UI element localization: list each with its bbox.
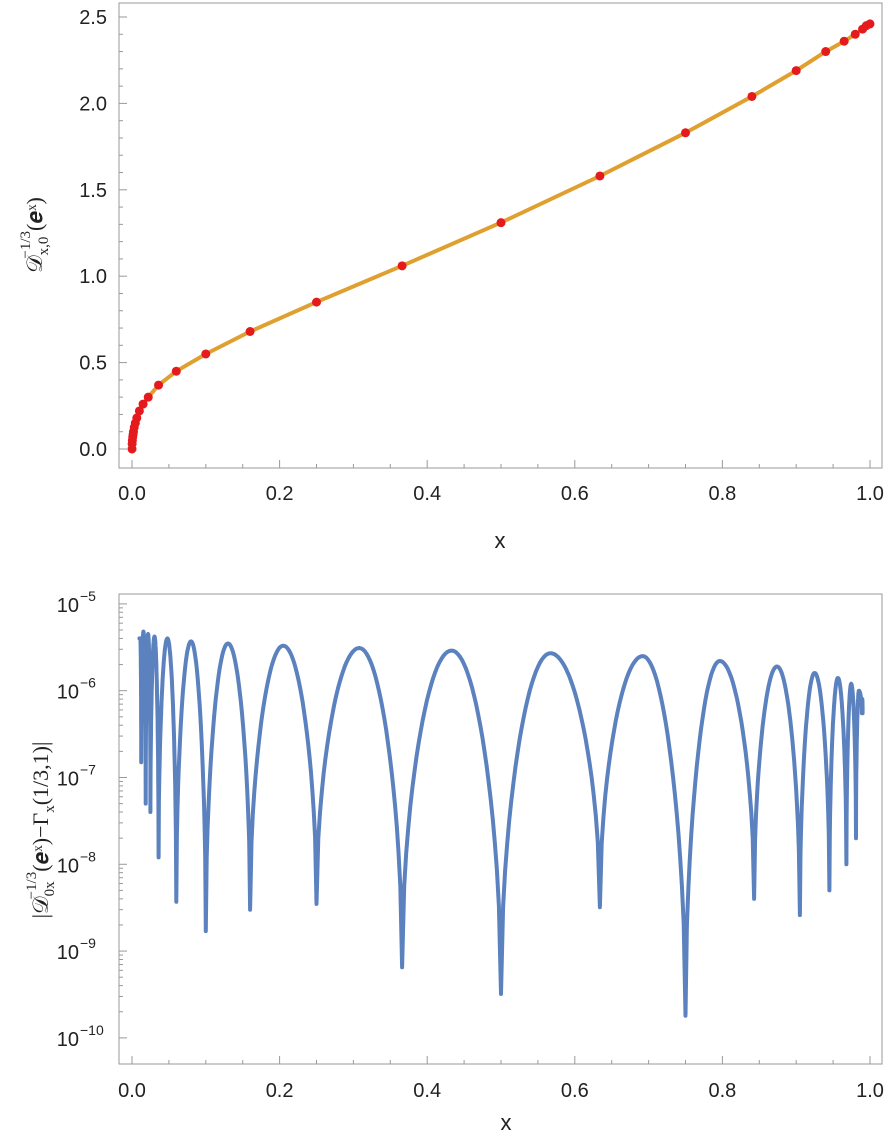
x-tick-label-top: 0.2 <box>266 483 294 505</box>
y-label-top-sub: x,0 <box>36 237 52 256</box>
data-point <box>134 406 144 416</box>
y-tick-label-bottom: 10 <box>57 768 79 790</box>
y-tick-label-bottom: 10 <box>57 682 79 704</box>
y-tick-exponent-bottom: −8 <box>80 848 96 864</box>
y-tick-exponent-bottom: −5 <box>80 588 96 604</box>
x-tick-label-top: 0.6 <box>561 483 589 505</box>
y-label-bottom-open: |𝒟 <box>28 896 53 918</box>
data-point <box>865 19 875 29</box>
data-point <box>747 91 757 101</box>
data-point <box>138 399 148 409</box>
series-points-top <box>127 19 875 454</box>
y-tick-label-bottom: 10 <box>57 1029 79 1051</box>
y-tick-label-bottom: 10 <box>57 595 79 617</box>
data-point <box>496 218 506 228</box>
y-tick-label-top: 0.5 <box>79 353 107 375</box>
y-label-bottom-sub: 0x <box>42 881 58 897</box>
tick-labels-top: 0.0 0.2 0.4 0.6 0.8 1.0 0.0 0.5 1.0 1.5 2.0 2.5 <box>79 7 884 505</box>
x-tick-label-bottom: 0.0 <box>118 1080 146 1102</box>
data-point <box>595 171 605 181</box>
y-label-bottom-mid: (𝒆ˣ)−Γ <box>28 813 53 872</box>
x-tick-label-top: 0.8 <box>708 483 736 505</box>
data-point <box>143 392 153 402</box>
x-tick-label-bottom: 0.4 <box>413 1080 441 1102</box>
x-tick-label-top: 0.4 <box>413 483 441 505</box>
y-tick-label-top: 1.5 <box>79 180 107 202</box>
y-label-bottom-close: (1/3,1)| <box>28 742 53 806</box>
data-point <box>397 261 407 271</box>
y-label-top-main: 𝒟 <box>22 255 47 273</box>
data-point <box>171 366 181 376</box>
plot-frame-top <box>118 2 883 469</box>
data-point <box>821 47 831 57</box>
y-axis-label-bottom: |𝒟0x−1/3(𝒆ˣ)−Γx(1/3,1)| <box>24 742 58 919</box>
x-tick-label-top: 0.0 <box>118 483 146 505</box>
y-tick-exponent-bottom: −9 <box>80 935 96 951</box>
y-label-bottom-sub2: x <box>42 805 58 813</box>
y-tick-label-bottom: 10 <box>57 942 79 964</box>
series-line-bottom <box>137 629 865 1018</box>
data-point <box>839 36 849 46</box>
data-point <box>132 413 142 423</box>
data-point <box>245 326 255 336</box>
data-point <box>850 29 860 39</box>
data-point <box>312 297 321 307</box>
y-tick-label-top: 2.5 <box>79 7 107 29</box>
data-point <box>791 66 801 76</box>
x-tick-label-bottom: 0.6 <box>561 1080 589 1102</box>
data-point <box>681 128 690 138</box>
x-tick-label-top: 1.0 <box>856 483 884 505</box>
x-axis-label-bottom: x <box>501 1110 512 1130</box>
x-axis-label-top: x <box>495 528 506 553</box>
x-tick-label-bottom: 0.2 <box>266 1080 294 1102</box>
ticks-top <box>119 16 871 468</box>
x-tick-label-bottom: 0.8 <box>708 1080 736 1102</box>
y-tick-exponent-bottom: −7 <box>80 761 96 777</box>
chart-top: 0.0 0.2 0.4 0.6 0.8 1.0 0.0 0.5 1.0 1.5 2.0 2.5 x 𝒟… <box>18 2 884 553</box>
y-tick-label-top: 1.0 <box>79 266 107 288</box>
y-tick-exponent-bottom: −6 <box>80 675 96 691</box>
y-tick-exponent-bottom: −10 <box>80 1022 104 1038</box>
y-tick-label-top: 0.0 <box>79 439 107 461</box>
y-label-top-arg: (𝒆ˣ) <box>22 197 47 231</box>
series-line-top <box>130 21 872 451</box>
data-point <box>154 380 164 390</box>
ticks-bottom <box>119 603 871 1064</box>
y-axis-label-top: 𝒟x,0−1/3(𝒆ˣ) <box>18 197 52 273</box>
y-tick-label-bottom: 10 <box>57 855 79 877</box>
data-point <box>201 349 211 359</box>
y-tick-label-top: 2.0 <box>79 93 107 115</box>
y-label-bottom-sup: −1/3 <box>24 872 40 900</box>
y-label-top-sup: −1/3 <box>18 231 34 259</box>
x-tick-label-bottom: 1.0 <box>856 1080 884 1102</box>
